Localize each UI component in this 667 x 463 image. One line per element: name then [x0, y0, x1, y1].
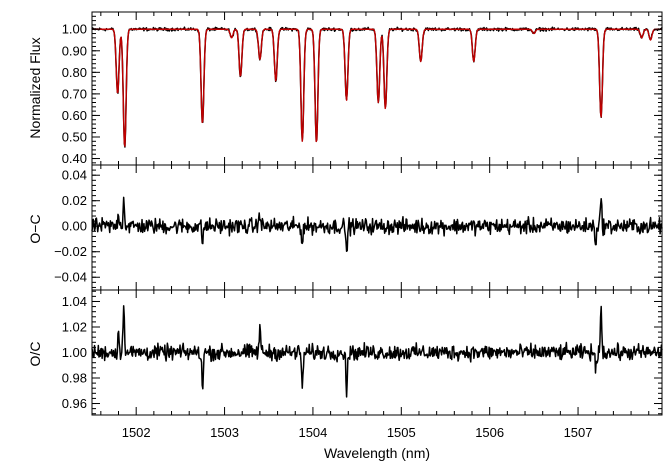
y-tick-label-o-minus-c: 0.02 [62, 193, 87, 208]
x-tick-label: 1502 [122, 425, 151, 440]
y-tick-label-flux: 0.60 [62, 108, 87, 123]
xlabel-wavelength: Wavelength (nm) [324, 445, 430, 461]
y-tick-label-o-minus-c: −0.02 [54, 244, 87, 259]
y-tick-label-o-over-c: 1.02 [62, 319, 87, 334]
y-tick-label-o-minus-c: 0.04 [62, 168, 87, 183]
x-tick-label: 1503 [210, 425, 239, 440]
series-line-o-minus-c-0 [91, 196, 663, 253]
y-tick-label-o-over-c: 1.04 [62, 294, 87, 309]
y-tick-label-o-over-c: 0.96 [62, 396, 87, 411]
y-tick-label-o-over-c: 1.00 [62, 345, 87, 360]
x-tick-label: 1507 [564, 425, 593, 440]
y-tick-label-o-minus-c: 0.00 [62, 219, 87, 234]
y-tick-label-o-minus-c: −0.04 [54, 270, 87, 285]
y-tick-label-flux: 0.70 [62, 86, 87, 101]
y-tick-label-flux: 1.00 [62, 22, 87, 37]
y-tick-label-flux: 0.90 [62, 43, 87, 58]
x-tick-label: 1505 [387, 425, 416, 440]
x-tick-label: 1506 [475, 425, 504, 440]
series-line-o-over-c-0 [91, 305, 663, 398]
ylabel-o-over-c: O/C [27, 342, 43, 367]
y-tick-label-flux: 0.40 [62, 151, 87, 166]
y-tick-label-flux: 0.50 [62, 129, 87, 144]
y-tick-label-o-over-c: 0.98 [62, 371, 87, 386]
ylabel-flux: Normalized Flux [27, 37, 43, 138]
ylabel-o-minus-c: O−C [27, 214, 43, 243]
series-line-flux-1 [91, 28, 663, 147]
y-tick-label-flux: 0.80 [62, 65, 87, 80]
x-tick-label: 1504 [298, 425, 327, 440]
